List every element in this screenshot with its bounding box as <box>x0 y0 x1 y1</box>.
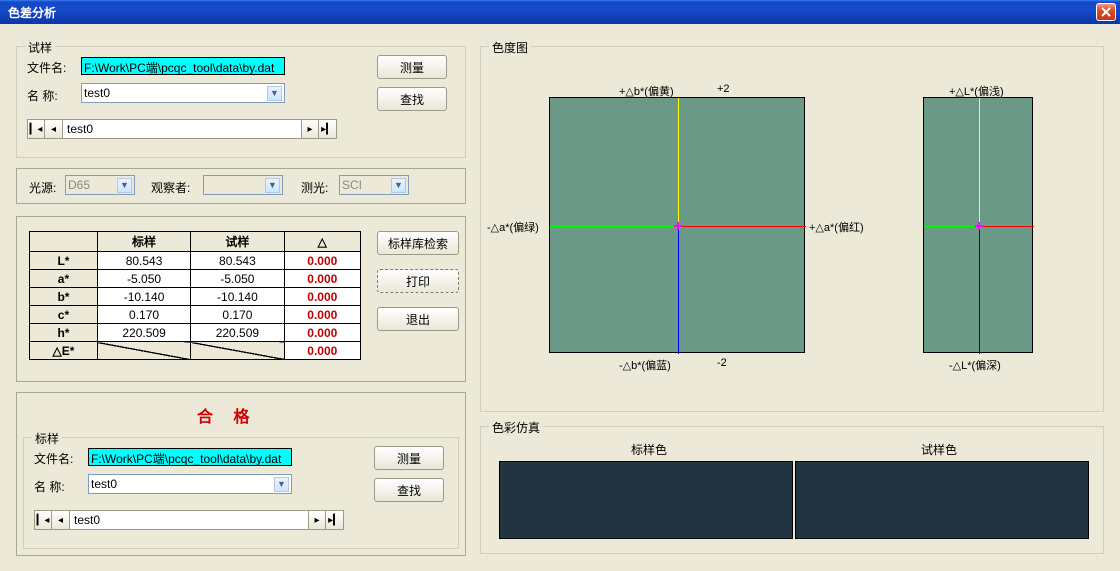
chevron-down-icon: ▼ <box>274 477 289 492</box>
ab-axis-up <box>678 98 679 226</box>
sim-std-label: 标样色 <box>509 441 789 458</box>
ab-left-label: -△a*(偏绿) <box>487 219 539 235</box>
standard-search-button[interactable]: 查找 <box>374 478 444 502</box>
observer-label: 观察者: <box>151 179 190 196</box>
standard-name-dropdown[interactable]: test0 ▼ <box>88 474 292 494</box>
ab-right-label: +△a*(偏红) <box>809 219 864 235</box>
sample-nav-prev[interactable]: ◂ <box>45 119 63 139</box>
ab-chart <box>549 97 805 353</box>
measure-mode-value: SCI <box>342 178 391 192</box>
sample-nav-value: test0 <box>63 119 301 139</box>
standard-panel-outer: 合 格 文件名: F:\Work\PC端\pcqc_tool\data\by.d… <box>16 392 466 556</box>
ab-axis-right <box>678 226 806 227</box>
lib-search-button[interactable]: 标样库检索 <box>377 231 459 255</box>
window-title: 色差分析 <box>8 4 1096 21</box>
sample-nav-last[interactable]: ▸▎ <box>319 119 337 139</box>
ab-bottom-num: -2 <box>717 357 727 369</box>
chevron-down-icon: ▼ <box>391 178 406 193</box>
standard-nav-next[interactable]: ▸ <box>308 510 326 530</box>
sample-group: 文件名: F:\Work\PC端\pcqc_tool\data\by.dat 名… <box>16 46 466 158</box>
chevron-down-icon: ▼ <box>265 178 280 193</box>
table-corner <box>30 232 98 252</box>
params-panel: 光源: D65 ▼ 观察者: ▼ 测光: SCI ▼ <box>16 168 466 204</box>
light-label: 光源: <box>29 179 56 196</box>
light-value: D65 <box>68 178 117 192</box>
standard-name-value: test0 <box>91 477 274 491</box>
L-center-cross <box>975 222 983 230</box>
L-chart <box>923 97 1033 353</box>
standard-nav-value: test0 <box>70 510 308 530</box>
table-panel: 标样 试样 △ L* 80.543 80.543 0.000 a* -5.050… <box>16 216 466 382</box>
sample-name-value: test0 <box>84 86 267 100</box>
sample-measure-button[interactable]: 测量 <box>377 55 447 79</box>
table-row: △E* 0.000 <box>30 342 361 360</box>
table-hdr-delta: △ <box>284 232 360 252</box>
sim-smp-label: 试样色 <box>799 441 1079 458</box>
sample-nav-first[interactable]: ▎◂ <box>27 119 45 139</box>
sample-name-dropdown[interactable]: test0 ▼ <box>81 83 285 103</box>
ab-bottom-label: -△b*(偏蓝) <box>619 357 671 373</box>
L-axis-left <box>924 226 979 227</box>
table-row: b* -10.140 -10.140 0.000 <box>30 288 361 306</box>
table-hdr-sample: 试样 <box>191 232 284 252</box>
table-hdr-standard: 标样 <box>97 232 190 252</box>
measure-mode-dropdown: SCI ▼ <box>339 175 409 195</box>
chromaticity-group: +△b*(偏黄) +2 -△b*(偏蓝) -2 -△a*(偏绿) +△a*(偏红… <box>480 46 1104 412</box>
standard-nav-last[interactable]: ▸▎ <box>326 510 344 530</box>
standard-file-label: 文件名: <box>34 450 73 467</box>
standard-measure-button[interactable]: 测量 <box>374 446 444 470</box>
ab-top-label: +△b*(偏黄) <box>619 83 674 99</box>
ab-axis-left <box>550 226 678 227</box>
titlebar: 色差分析 <box>0 0 1120 24</box>
exit-button[interactable]: 退出 <box>377 307 459 331</box>
sim-std-swatch <box>499 461 793 539</box>
ab-center-cross <box>674 222 682 230</box>
print-button[interactable]: 打印 <box>377 269 459 293</box>
chevron-down-icon: ▼ <box>117 178 132 193</box>
sample-name-label: 名 称: <box>27 87 58 104</box>
sample-search-button[interactable]: 查找 <box>377 87 447 111</box>
light-dropdown: D65 ▼ <box>65 175 135 195</box>
sample-file-value: F:\Work\PC端\pcqc_tool\data\by.dat <box>81 57 285 75</box>
standard-nav: ▎◂ ◂ test0 ▸ ▸▎ <box>34 510 344 530</box>
ab-axis-down <box>678 226 679 354</box>
standard-group: 文件名: F:\Work\PC端\pcqc_tool\data\by.dat 名… <box>23 437 459 549</box>
L-axis-up <box>979 98 980 226</box>
color-sim-group: 标样色 试样色 <box>480 426 1104 554</box>
L-top-label: +△L*(偏浅) <box>949 83 1004 99</box>
sample-file-label: 文件名: <box>27 59 66 76</box>
lab-table: 标样 试样 △ L* 80.543 80.543 0.000 a* -5.050… <box>29 231 361 360</box>
table-row: a* -5.050 -5.050 0.000 <box>30 270 361 288</box>
table-row: c* 0.170 0.170 0.000 <box>30 306 361 324</box>
L-bottom-label: -△L*(偏深) <box>949 357 1001 373</box>
verdict-text: 合 格 <box>197 403 257 427</box>
standard-nav-prev[interactable]: ◂ <box>52 510 70 530</box>
measure-mode-label: 测光: <box>301 179 328 196</box>
sim-smp-swatch <box>795 461 1089 539</box>
standard-file-value: F:\Work\PC端\pcqc_tool\data\by.dat <box>88 448 292 466</box>
sample-nav-next[interactable]: ▸ <box>301 119 319 139</box>
table-row: L* 80.543 80.543 0.000 <box>30 252 361 270</box>
close-button[interactable] <box>1096 3 1116 21</box>
chevron-down-icon: ▼ <box>267 86 282 101</box>
standard-nav-first[interactable]: ▎◂ <box>34 510 52 530</box>
observer-dropdown: ▼ <box>203 175 283 195</box>
L-axis-right <box>979 226 1034 227</box>
close-icon <box>1101 7 1111 17</box>
ab-top-num: +2 <box>717 83 730 95</box>
table-row: h* 220.509 220.509 0.000 <box>30 324 361 342</box>
sample-nav: ▎◂ ◂ test0 ▸ ▸▎ <box>27 119 337 139</box>
standard-name-label: 名 称: <box>34 478 65 495</box>
L-axis-down <box>979 226 980 354</box>
